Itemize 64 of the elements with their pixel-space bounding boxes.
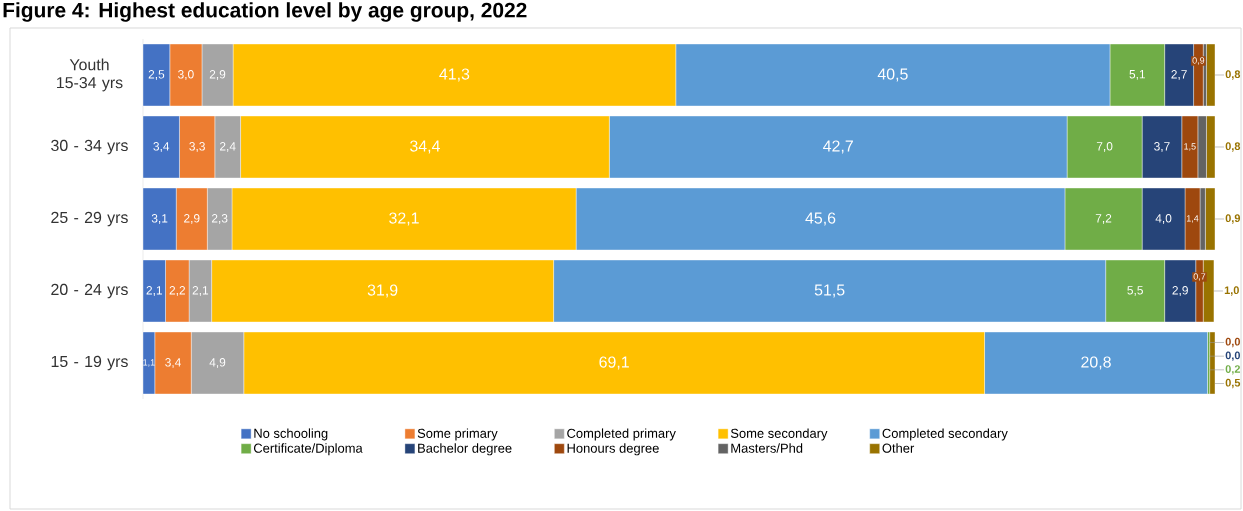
data-label: 1,1 (143, 359, 155, 367)
data-label: 2,1 (192, 286, 209, 296)
y-tick-label: 20 - 24 yrs (51, 283, 128, 299)
data-label: 2,9 (184, 214, 200, 224)
data-label: 0,5 (1225, 378, 1241, 389)
y-tick-label: 15 - 19 yrs (51, 355, 128, 371)
chart-title: Figure 4: Highest education level by age group, 2022 (3, 2, 527, 22)
data-label: 2,9 (1172, 286, 1188, 296)
data-label: 40,5 (877, 68, 908, 82)
data-label: 0,0 (1225, 351, 1240, 361)
legend-label: Certificate/Diploma (253, 443, 363, 456)
data-label: 69,1 (599, 356, 629, 370)
y-tick-label: 30 - 34 yrs (51, 139, 128, 155)
legend-label: Bachelor degree (418, 443, 512, 456)
data-label: 51,5 (814, 284, 845, 298)
data-label: 4,9 (209, 358, 226, 368)
data-label: 32,1 (389, 212, 419, 226)
legend-label: Honours degree (567, 443, 659, 456)
data-label: 4,0 (1155, 214, 1172, 224)
bar (1209, 331, 1216, 395)
data-label: 0,9 (1192, 57, 1205, 65)
data-label: 2,2 (169, 286, 186, 296)
data-label: 3,3 (189, 142, 205, 152)
data-label: 0,2 (1225, 365, 1241, 375)
data-label: 2,7 (1171, 70, 1187, 80)
data-label: 7,0 (1096, 142, 1113, 152)
data-label: 20,8 (1081, 356, 1111, 370)
data-label: 2,5 (148, 70, 165, 80)
data-label: 0,8 (1225, 142, 1241, 152)
y-tick-label: Youth 15-34 yrs (57, 58, 123, 92)
data-label: 1,0 (1224, 286, 1239, 296)
legend-label: Some primary (417, 428, 498, 441)
data-label: 3,7 (1154, 142, 1170, 152)
legend-label: Masters/Phd (731, 443, 803, 453)
legend-label: Completed primary (567, 428, 676, 441)
data-label: 3,4 (153, 142, 170, 152)
data-label: 2,1 (146, 286, 162, 296)
legend-label: Other (882, 443, 915, 453)
bar (1206, 43, 1216, 107)
data-label: 3,4 (165, 358, 181, 368)
y-tick-label: 25 - 29 yrs (51, 211, 128, 227)
data-label: 45,6 (805, 212, 836, 226)
data-label: 0,0 (1225, 337, 1240, 348)
legend-label: No schooling (254, 428, 328, 441)
legend-label: Completed secondary (882, 428, 1008, 441)
data-label: 42,7 (823, 140, 853, 154)
data-label: 0,8 (1225, 70, 1241, 80)
data-label: 0,9 (1225, 214, 1241, 224)
data-label: 5,1 (1129, 70, 1146, 80)
data-label: 1,5 (1184, 143, 1196, 151)
data-label: 0,7 (1193, 273, 1206, 281)
data-label: 31,9 (367, 284, 398, 298)
data-label: 41,3 (439, 68, 470, 82)
data-label: 2,3 (211, 214, 228, 224)
data-label: 2,4 (219, 142, 236, 152)
data-label: 3,0 (178, 70, 194, 80)
data-label: 3,1 (151, 214, 168, 224)
data-label: 1,4 (1186, 215, 1199, 223)
legend-label: Some secondary (730, 428, 828, 441)
data-label: 2,9 (209, 70, 226, 80)
data-label: 5,5 (1127, 286, 1143, 296)
data-label: 34,4 (410, 140, 440, 154)
data-label: 7,2 (1095, 214, 1112, 224)
bar (1205, 187, 1216, 251)
